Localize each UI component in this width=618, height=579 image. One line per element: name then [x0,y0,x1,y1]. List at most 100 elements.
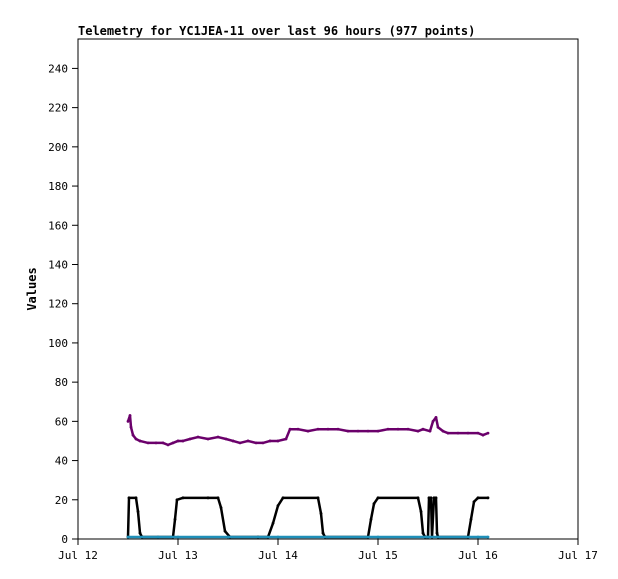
y-tick-label: 80 [55,376,68,389]
data-point [166,443,170,447]
data-point [326,427,330,431]
series-line [126,414,489,447]
data-point [376,429,380,433]
data-point [376,496,380,500]
data-point [126,535,130,539]
data-point [419,510,423,513]
data-point [421,531,425,535]
data-point [129,425,133,429]
data-point [284,437,288,441]
data-point [432,496,436,500]
y-tick-label: 180 [48,180,68,193]
data-point [271,521,275,525]
data-point [126,419,130,423]
data-point [416,496,420,500]
y-tick-label: 160 [48,219,68,232]
data-point [326,535,330,539]
data-point [372,502,376,506]
data-point [216,496,220,500]
data-point [336,427,340,431]
data-point [216,435,220,439]
y-tick-label: 40 [55,455,68,468]
data-point [261,441,265,445]
data-point [171,441,175,445]
data-point [219,506,223,510]
plot-area-frame [77,38,579,540]
data-point [476,535,480,539]
y-tick-label: 200 [48,141,68,154]
data-point [138,531,142,535]
data-point [469,517,473,521]
data-point [138,439,142,443]
data-point [486,496,490,500]
data-point [406,427,410,431]
series-layer [126,414,490,539]
data-point [254,441,258,445]
data-point [486,535,490,539]
data-point [427,496,431,500]
data-point [316,496,320,500]
y-tick-label: 120 [48,298,68,311]
data-point [136,510,140,513]
data-point [386,427,390,431]
data-point [128,414,132,417]
y-tick-label: 220 [48,102,68,115]
data-point [226,535,230,539]
y-tick-label: 0 [61,533,68,546]
data-point [426,535,430,539]
y-tick-label: 240 [48,62,68,75]
data-point [224,437,228,441]
data-point [176,439,180,443]
data-point [376,535,380,539]
y-tick-label: 140 [48,258,68,271]
data-point [154,441,158,445]
data-point [441,429,445,433]
series-1 [126,414,490,447]
data-point [306,429,310,433]
data-point [472,500,476,504]
data-point [436,425,440,429]
data-point [231,439,235,443]
chart-title: Telemetry for YC1JEA-11 over last 96 hou… [78,24,475,38]
y-tick-label: 100 [48,337,68,350]
data-point [319,512,323,515]
data-point [127,496,131,500]
data-point [181,496,185,500]
data-point [173,517,177,521]
data-point [146,441,150,445]
data-point [176,535,180,539]
data-point [446,431,450,435]
data-point [396,427,400,431]
data-point [206,496,210,500]
data-point [288,427,292,431]
x-tick-label: Jul 17 [558,549,598,562]
data-point [428,429,432,433]
data-point [134,437,138,441]
x-tick-label: Jul 16 [458,549,498,562]
data-point [434,496,438,500]
data-point [486,431,490,435]
data-point [434,416,438,419]
x-tick-label: Jul 12 [58,549,98,562]
data-point [435,531,439,535]
data-point [246,439,250,443]
data-point [223,529,227,533]
data-point [316,427,320,431]
data-point [188,437,192,441]
data-point [276,439,280,443]
data-point [476,431,480,435]
data-point [476,496,480,500]
data-point [196,435,200,439]
data-point [131,433,135,437]
data-point [321,531,325,535]
data-point [356,429,360,433]
data-point [156,535,160,539]
y-tick-label: 60 [55,415,68,428]
data-point [416,429,420,433]
data-point [346,429,350,433]
data-point [366,429,370,433]
x-tick-label: Jul 14 [258,549,298,562]
data-point [134,496,138,500]
data-point [276,504,280,508]
